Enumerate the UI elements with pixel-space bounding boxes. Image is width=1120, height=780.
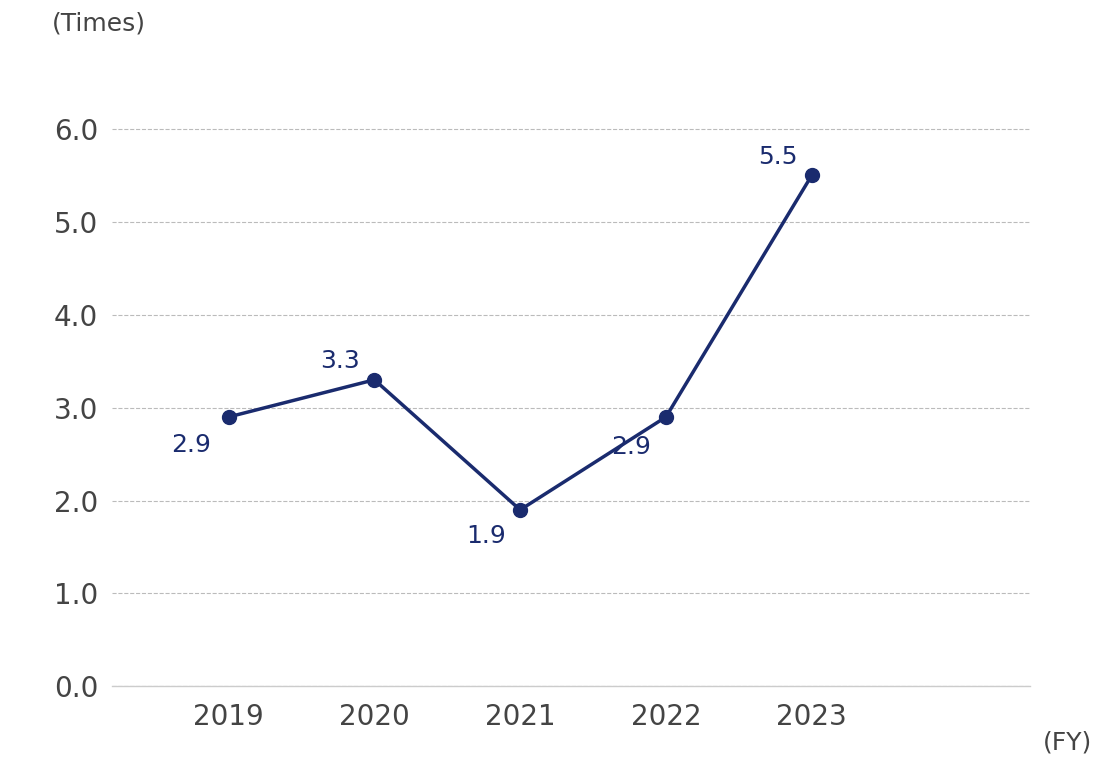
Text: 1.9: 1.9: [466, 524, 505, 548]
Text: 2.9: 2.9: [612, 434, 652, 459]
Text: 2.9: 2.9: [171, 433, 212, 457]
Text: (FY): (FY): [1043, 731, 1092, 754]
Text: 3.3: 3.3: [320, 349, 360, 373]
Text: (Times): (Times): [53, 12, 147, 36]
Text: 5.5: 5.5: [757, 145, 797, 168]
